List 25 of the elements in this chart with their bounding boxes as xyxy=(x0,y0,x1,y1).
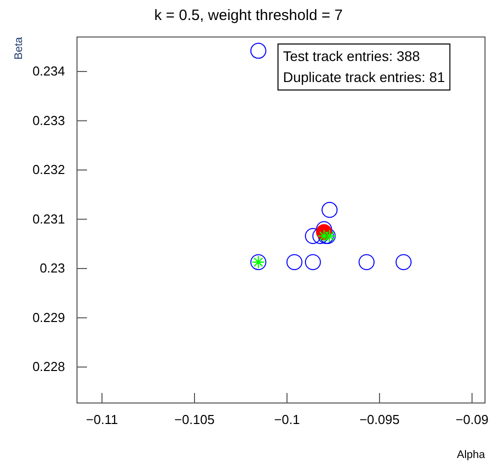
point xyxy=(322,202,338,218)
y-tick-label: 0.232 xyxy=(32,162,65,178)
x-tick-label: −0.105 xyxy=(174,412,215,428)
y-tick-label: 0.23 xyxy=(40,260,65,276)
y-axis-title: Beta xyxy=(13,36,25,60)
y-tick-label: 0.228 xyxy=(32,359,65,374)
y-tick-label: 0.234 xyxy=(32,64,65,79)
point xyxy=(358,254,375,270)
x-tick-label: −0.11 xyxy=(86,412,118,428)
point xyxy=(396,254,412,270)
point xyxy=(250,42,266,59)
y-tick-label: 0.233 xyxy=(32,112,65,128)
annotation: Test track entries: 388 xyxy=(283,48,420,64)
annotation: Duplicate track entries: 81 xyxy=(283,69,446,85)
y-tick-label: 0.229 xyxy=(32,310,65,325)
y-tick-label: 0.231 xyxy=(32,211,65,226)
point xyxy=(317,229,331,243)
x-tick-label: −0.1 xyxy=(274,412,300,428)
x-tick-label: −0.095 xyxy=(359,412,400,428)
x-tick-label: −0.09 xyxy=(456,412,488,428)
point xyxy=(286,254,302,270)
x-axis-title: Alpha xyxy=(456,449,486,461)
point xyxy=(304,228,321,244)
point xyxy=(304,254,321,270)
chart-title: k = 0.5, weight threshold = 7 xyxy=(154,7,343,24)
